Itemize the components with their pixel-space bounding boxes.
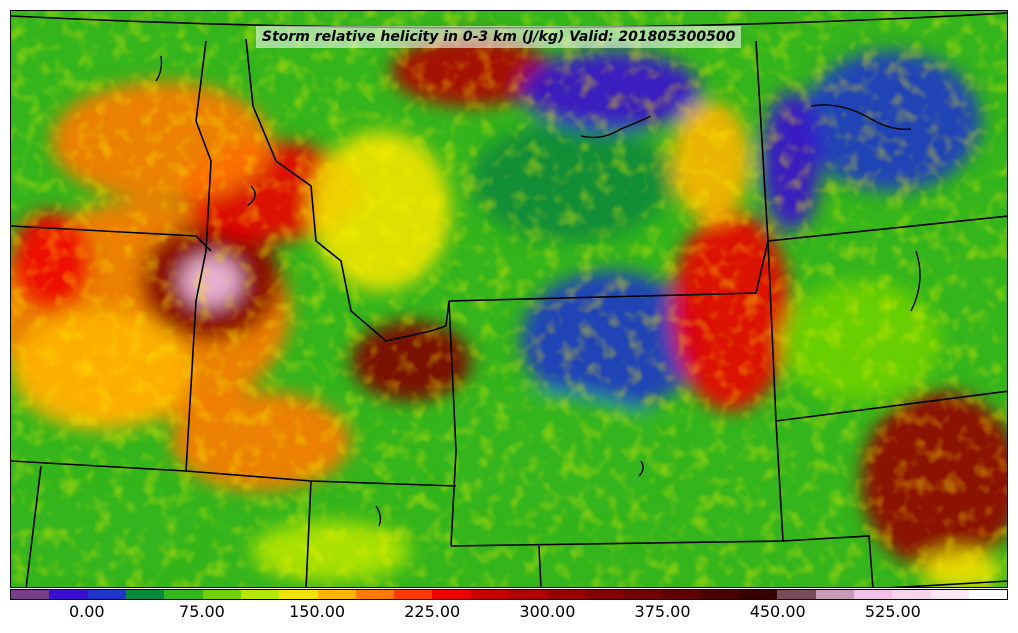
- colorbar-swatch: [279, 590, 318, 599]
- colorbar-swatch: [700, 590, 739, 599]
- colorbar-swatch: [662, 590, 701, 599]
- colorbar-swatch: [738, 590, 778, 599]
- colorbar-tick-label: 0.00: [68, 602, 105, 621]
- colorbar-swatch: [585, 590, 624, 599]
- colorbar-tick-label: 525.00: [864, 602, 921, 621]
- colorbar-swatch: [49, 590, 88, 599]
- colorbar-tick-label: 375.00: [634, 602, 691, 621]
- lakes: [155, 55, 921, 527]
- colorbar-swatch: [355, 590, 395, 599]
- helicity-map: [11, 11, 1007, 587]
- colorbar-swatch: [470, 590, 510, 599]
- colorbar-swatch: [815, 590, 854, 599]
- colorbar-swatch: [240, 590, 280, 599]
- colorbar-tick-label: 300.00: [519, 602, 576, 621]
- map-title: Storm relative helicity in 0-3 km (J/kg)…: [256, 26, 742, 48]
- colorbar-swatch: [202, 590, 241, 599]
- colorbar-tick-label: 450.00: [749, 602, 806, 621]
- colorbar-swatch: [87, 590, 126, 599]
- colorbar-swatch: [547, 590, 586, 599]
- colorbar: [10, 589, 1008, 600]
- colorbar-swatch: [394, 590, 433, 599]
- colorbar-tick-label: 75.00: [179, 602, 225, 621]
- colorbar-tick-label: 225.00: [404, 602, 461, 621]
- colorbar-tick-label: 150.00: [289, 602, 346, 621]
- colorbar-swatch: [509, 590, 548, 599]
- colorbar-swatch: [432, 590, 471, 599]
- colorbar-swatch: [317, 590, 356, 599]
- colorbar-swatch: [624, 590, 663, 599]
- colorbar-swatch: [892, 590, 931, 599]
- colorbar-swatch: [930, 590, 969, 599]
- colorbar-swatch: [11, 590, 50, 599]
- map-panel: Storm relative helicity in 0-3 km (J/kg)…: [10, 10, 1008, 588]
- colorbar-swatch: [853, 590, 893, 599]
- colorbar-swatch: [125, 590, 165, 599]
- colorbar-ticks: 0.00 75.00 150.00 225.00 300.00 375.00 450.00 5…: [10, 602, 1008, 626]
- colorbar-swatch: [968, 590, 1008, 599]
- colorbar-swatch: [777, 590, 816, 599]
- colorbar-swatch: [164, 590, 203, 599]
